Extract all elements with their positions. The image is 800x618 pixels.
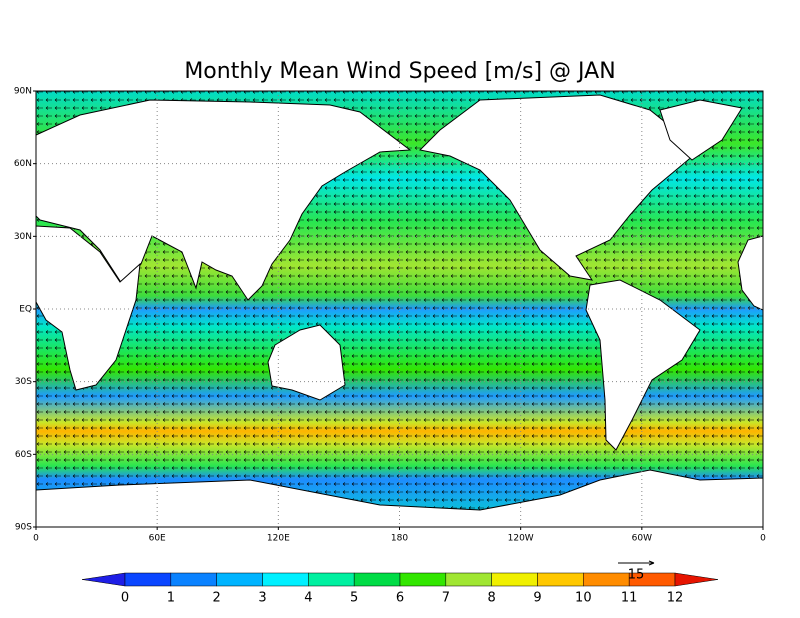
colorbar-box xyxy=(445,572,492,587)
y-tick-label: 60S xyxy=(15,450,32,460)
colorbar-label: 3 xyxy=(258,591,266,606)
greenland xyxy=(659,99,743,161)
colorbar-label: 11 xyxy=(621,591,638,606)
reference-vector-label: 15 xyxy=(628,568,645,583)
colorbar-over xyxy=(674,572,719,587)
colorbar-box xyxy=(170,572,217,587)
map-title: Monthly Mean Wind Speed [m/s] @ JAN xyxy=(184,59,615,84)
colorbar-label: 7 xyxy=(442,591,450,606)
colorbar-label: 2 xyxy=(213,591,221,606)
colorbar-label: 9 xyxy=(533,591,541,606)
x-tick-label: 0 xyxy=(760,534,766,544)
africa xyxy=(35,225,141,391)
y-tick-label: 30S xyxy=(15,377,32,387)
colorbar-label: 5 xyxy=(350,591,358,606)
colorbar-label: 4 xyxy=(304,591,312,606)
colorbar-under xyxy=(81,572,126,587)
colorbar-box xyxy=(308,572,355,587)
colorbar-box xyxy=(262,572,309,587)
south-america xyxy=(585,279,701,451)
x-tick-label: 60W xyxy=(632,534,652,544)
colorbar-box xyxy=(124,572,172,587)
australia xyxy=(267,324,346,401)
y-tick-label: EQ xyxy=(19,305,32,315)
reference-vector xyxy=(618,560,655,566)
x-tick-label: 180 xyxy=(391,534,408,544)
x-tick-label: 120E xyxy=(267,534,290,544)
colorbar-label: 8 xyxy=(488,591,496,606)
colorbar-box xyxy=(353,572,401,587)
colorbar-box xyxy=(583,572,630,587)
colorbar-box xyxy=(399,572,447,587)
y-tick-label: 30N xyxy=(14,232,32,242)
y-tick-label: 90S xyxy=(15,523,32,533)
colorbar-label: 10 xyxy=(575,591,592,606)
x-tick-label: 120W xyxy=(508,534,534,544)
continents xyxy=(35,94,764,528)
colorbar-label: 1 xyxy=(167,591,175,606)
x-tick-label: 60E xyxy=(149,534,166,544)
y-tick-label: 90N xyxy=(14,87,32,97)
colorbar-label: 6 xyxy=(396,591,404,606)
colorbar-box xyxy=(491,572,538,587)
colorbar-label: 0 xyxy=(121,591,129,606)
x-tick-label: 0 xyxy=(33,534,39,544)
eurasia xyxy=(35,99,412,301)
y-tick-label: 60N xyxy=(14,159,32,169)
north-america xyxy=(418,94,701,281)
map-area xyxy=(35,90,764,528)
axes: 0 60E 120E 180 120W 60W 0 90N 60N 30N EQ 30S 60S 90S xyxy=(14,87,766,544)
colorbar-label: 12 xyxy=(667,591,684,606)
colorbar-box xyxy=(537,572,584,587)
colorbar-box xyxy=(216,572,263,587)
